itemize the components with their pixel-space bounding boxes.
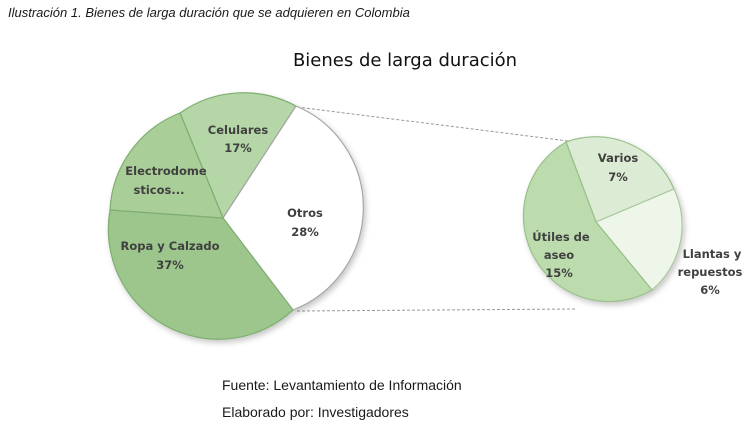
label-utiles-line2: aseo: [544, 248, 574, 262]
value-utiles: 15%: [545, 266, 573, 280]
value-otros: 28%: [291, 225, 319, 239]
slice-celulares: [179, 92, 297, 220]
figure-caption: Ilustración 1. Bienes de larga duración …: [8, 5, 410, 20]
secondary-pie: [522, 136, 683, 303]
value-varios: 7%: [608, 170, 628, 184]
label-otros: Otros: [287, 206, 323, 220]
label-electrodomesticos-line1: Electrodome: [125, 164, 207, 178]
connector-line-bottom: [296, 308, 576, 312]
slice-llantas-repuestos: [595, 188, 683, 291]
slice-otros: [222, 105, 364, 311]
connector-line-top: [296, 106, 569, 142]
label-utiles-line1: Útiles de: [532, 229, 590, 244]
label-varios: Varios: [598, 151, 639, 165]
label-ropa-calzado: Ropa y Calzado: [121, 239, 220, 253]
label-llantas-line1: Llantas y: [683, 247, 742, 261]
value-celulares: 17%: [224, 141, 252, 155]
author-note: Elaborado por: Investigadores: [222, 404, 409, 420]
main-pie: [107, 92, 364, 340]
slice-electrodomesticos: [109, 112, 224, 219]
slice-utiles-aseo: [522, 141, 653, 303]
value-ropa-calzado: 37%: [156, 258, 184, 272]
label-llantas-line2: repuestos: [678, 265, 743, 279]
slice-ropa-calzado: [107, 209, 294, 340]
chart-title: Bienes de larga duración: [292, 50, 518, 71]
source-note: Fuente: Levantamiento de Información: [222, 377, 462, 393]
value-llantas: 6%: [700, 283, 720, 297]
slice-varios: [565, 136, 675, 223]
label-celulares: Celulares: [208, 123, 269, 137]
label-electrodomesticos-line2: sticos...: [134, 183, 185, 197]
